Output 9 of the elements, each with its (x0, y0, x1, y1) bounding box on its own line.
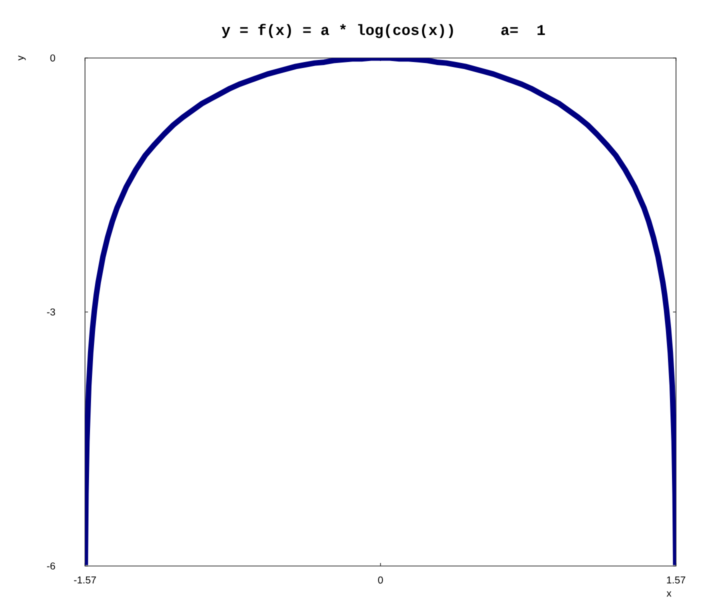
y-tick-label: -6 (47, 562, 56, 570)
x-tick-label: 0 (378, 576, 383, 584)
y-tick-label: -3 (47, 308, 56, 316)
x-axis-title: x (666, 591, 672, 597)
y-tick-label: 0 (50, 54, 56, 62)
chart-title: y = f(x) = a * log(cos(x)) a= 1 (222, 24, 545, 38)
x-tick-label: -1.57 (74, 576, 96, 584)
x-tick-label: 1.57 (667, 576, 686, 584)
y-axis-title: y (18, 56, 26, 60)
